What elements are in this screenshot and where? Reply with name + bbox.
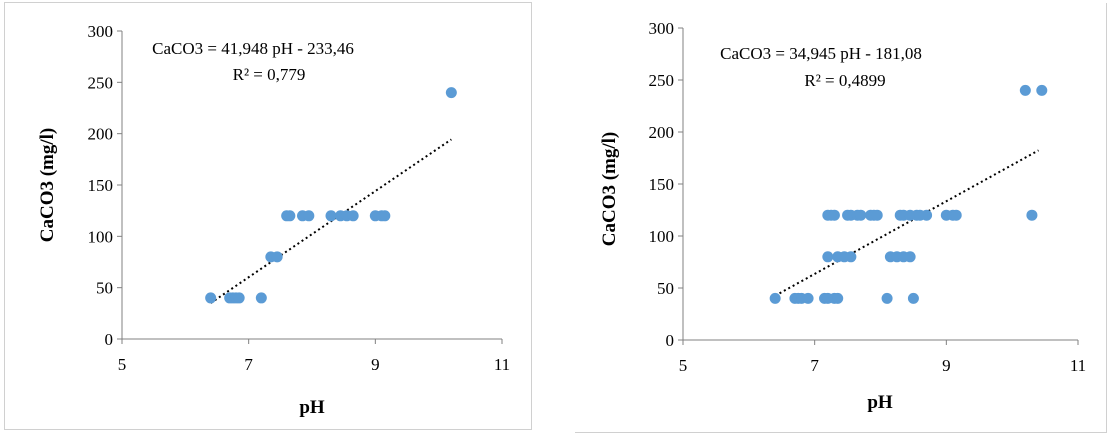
data-point: [1036, 84, 1048, 96]
data-point: [845, 251, 857, 263]
x-axis-title: pH: [299, 397, 325, 418]
data-point: [904, 251, 916, 263]
scatter-chart-right: 0 50 100 150 200 250 300 5 7 9 11 CaCO3 = 34,945 pH…: [599, 19, 1086, 413]
data-point: [881, 292, 893, 304]
y-tick-label: 100: [88, 227, 114, 246]
r-squared-label: R² = 0,779: [233, 65, 306, 84]
x-tick-label: 11: [494, 355, 510, 374]
data-point: [379, 210, 391, 222]
chart-panel-left: 0 50 100 150 200 250 300 5 7 9 11 CaCO3 = 41,948 pH…: [4, 2, 532, 430]
y-tick-label: 50: [96, 279, 113, 298]
y-tick-label: 300: [649, 19, 675, 38]
y-tick-label: 200: [88, 125, 114, 144]
trendline: [774, 149, 1039, 297]
y-tick-label: 300: [88, 22, 114, 41]
y-tick-label: 150: [88, 176, 114, 195]
x-tick-label: 9: [942, 356, 951, 375]
data-point: [950, 209, 962, 221]
scatter-chart-left: 0 50 100 150 200 250 300 5 7 9 11 CaCO3 = 41,948 pH…: [37, 22, 510, 418]
y-tick-label: 0: [105, 330, 114, 349]
y-tick-label: 200: [649, 123, 675, 142]
x-tick-label: 7: [244, 355, 253, 374]
r-squared-label: R² = 0,4899: [804, 71, 885, 90]
x-tick-label: 5: [118, 355, 127, 374]
x-axis-title: pH: [867, 392, 893, 413]
data-point: [205, 292, 217, 304]
y-axis-title: CaCO3 (mg/l): [37, 128, 58, 243]
data-point: [828, 209, 840, 221]
x-tick-label: 9: [371, 355, 380, 374]
x-tick-label: 7: [810, 356, 819, 375]
y-tick-label: 50: [657, 279, 674, 298]
trendline-equation: CaCO3 = 41,948 pH - 233,46: [152, 39, 354, 58]
y-tick-label: 0: [666, 331, 675, 350]
chart-panel-right: 0 50 100 150 200 250 300 5 7 9 11 CaCO3 = 34,945 pH…: [575, 3, 1107, 433]
data-point: [255, 292, 267, 304]
data-point: [822, 251, 834, 263]
y-tick-label: 150: [649, 175, 675, 194]
data-point: [233, 292, 245, 304]
y-tick-label: 100: [649, 227, 675, 246]
x-tick-label: 5: [679, 356, 688, 375]
data-point: [325, 210, 337, 222]
data-point: [871, 209, 883, 221]
data-point: [832, 292, 844, 304]
data-point: [921, 209, 933, 221]
y-tick-label: 250: [88, 73, 114, 92]
data-point: [303, 210, 315, 222]
data-point: [284, 210, 296, 222]
data-point: [769, 292, 781, 304]
trendline-equation: CaCO3 = 34,945 pH - 181,08: [720, 44, 922, 63]
x-tick-label: 11: [1070, 356, 1086, 375]
data-point: [907, 292, 919, 304]
data-point: [1026, 209, 1038, 221]
y-axis-title: CaCO3 (mg/l): [599, 132, 620, 247]
y-tick-label: 250: [649, 71, 675, 90]
data-point: [271, 251, 283, 263]
data-point: [802, 292, 814, 304]
data-point: [445, 87, 457, 99]
data-point: [347, 210, 359, 222]
data-point: [1019, 84, 1031, 96]
data-point: [855, 209, 867, 221]
